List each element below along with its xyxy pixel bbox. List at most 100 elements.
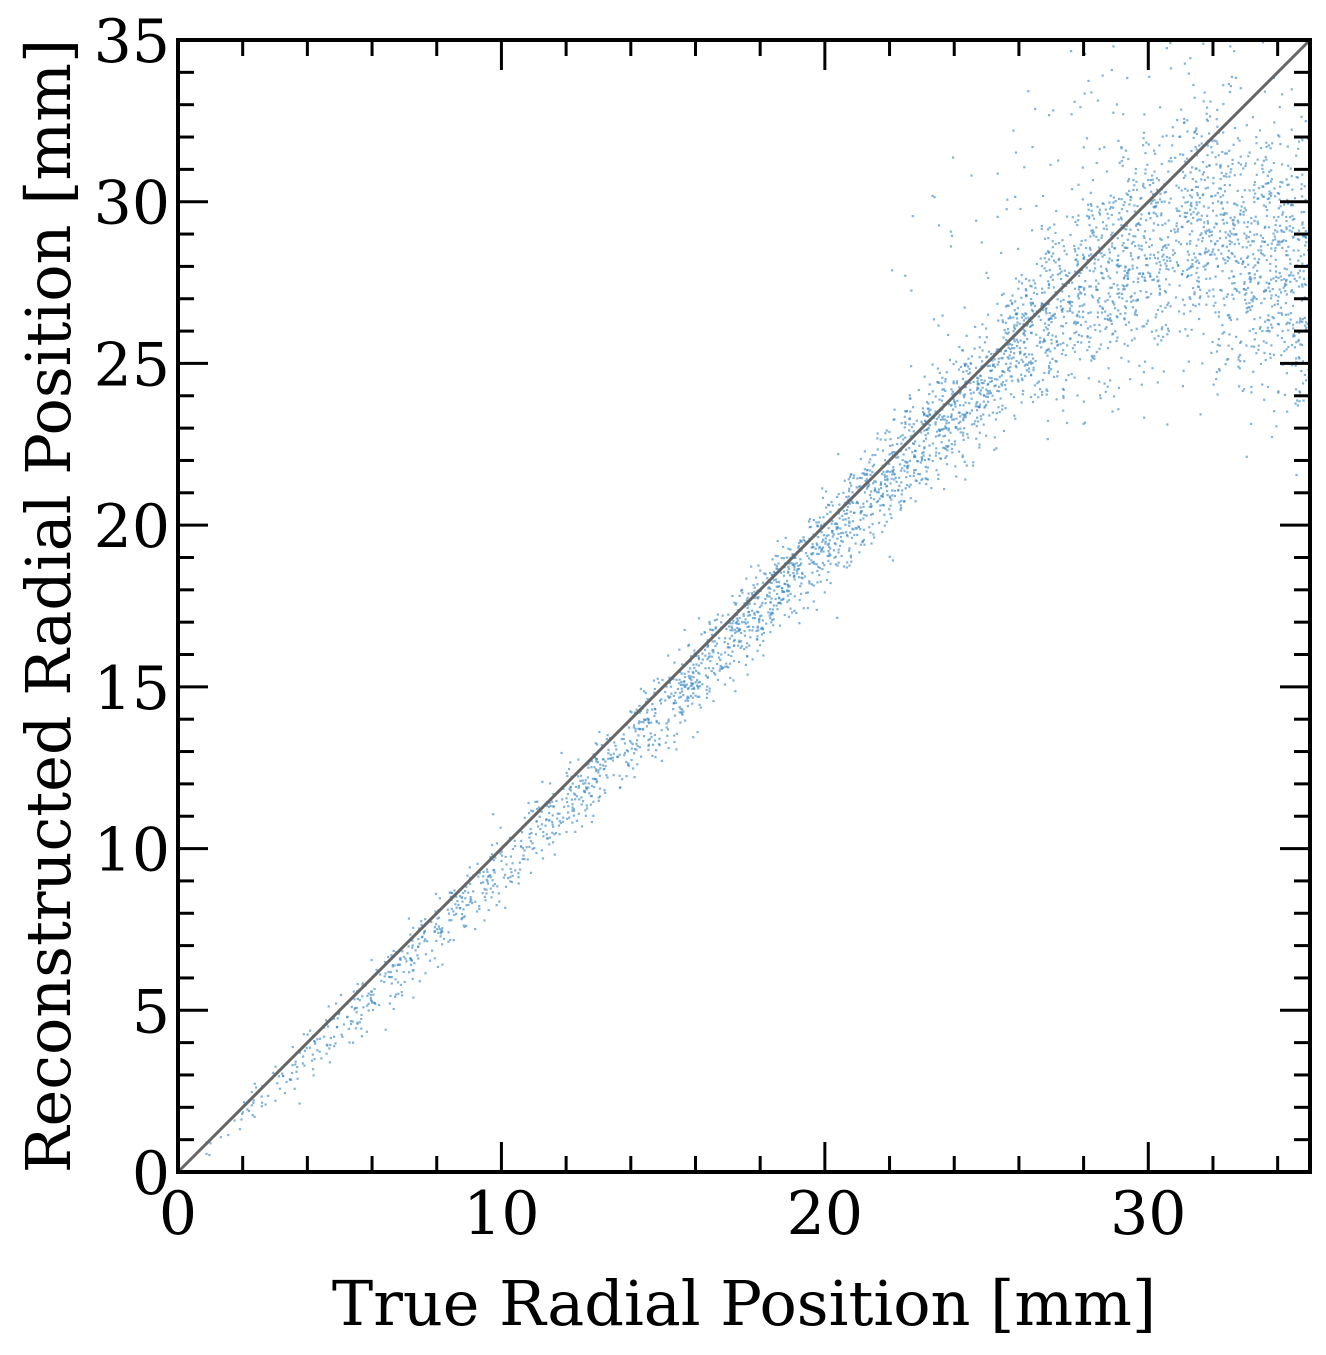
data-point — [1065, 322, 1068, 325]
data-point — [926, 428, 929, 431]
data-point — [1022, 389, 1025, 392]
data-point — [318, 1037, 322, 1040]
data-point — [682, 710, 685, 713]
data-point — [1007, 317, 1010, 320]
data-point — [1137, 228, 1140, 231]
data-point — [1236, 219, 1239, 222]
data-point — [961, 349, 964, 352]
data-point — [567, 767, 571, 771]
data-point — [1096, 205, 1099, 208]
data-point — [1298, 321, 1301, 324]
data-point — [1162, 253, 1165, 256]
data-point — [1062, 315, 1065, 318]
data-point — [1248, 277, 1251, 280]
data-point — [1192, 303, 1195, 306]
data-point — [322, 1035, 326, 1038]
data-point — [373, 1001, 376, 1005]
data-point — [1289, 167, 1292, 170]
data-point — [993, 358, 996, 361]
data-point — [1250, 291, 1253, 294]
data-point — [1282, 211, 1285, 214]
data-point — [787, 584, 790, 587]
data-point — [1123, 305, 1126, 308]
data-point — [1196, 194, 1199, 197]
data-point — [1163, 191, 1166, 194]
data-point — [1175, 225, 1178, 228]
data-point — [517, 876, 520, 879]
data-point — [435, 923, 438, 926]
data-point — [250, 1104, 253, 1107]
data-point — [1062, 396, 1065, 400]
data-point — [1208, 132, 1211, 135]
data-point — [366, 1004, 369, 1007]
data-point — [1143, 186, 1146, 189]
data-point — [1224, 231, 1227, 234]
data-point — [890, 477, 893, 480]
data-point — [1056, 298, 1059, 301]
data-point — [1261, 330, 1264, 333]
data-point — [326, 1044, 329, 1047]
data-point — [876, 437, 879, 440]
data-point — [1169, 229, 1173, 232]
data-point — [756, 597, 760, 600]
data-point — [1281, 213, 1284, 216]
data-point — [1253, 273, 1256, 276]
data-point — [1224, 152, 1227, 155]
data-point — [1221, 324, 1224, 327]
data-point — [568, 787, 571, 791]
data-point — [1205, 292, 1209, 295]
data-point — [1130, 300, 1133, 303]
data-point — [1260, 245, 1263, 248]
data-point — [1081, 166, 1084, 169]
data-point — [944, 448, 947, 451]
data-point — [860, 510, 863, 513]
data-point — [1111, 231, 1114, 234]
data-point — [1149, 275, 1152, 278]
data-point — [1245, 246, 1248, 249]
data-point — [728, 622, 731, 625]
data-point — [285, 1080, 288, 1084]
data-point — [1256, 197, 1259, 200]
data-point — [1196, 192, 1199, 195]
data-point — [986, 383, 989, 386]
data-point — [397, 992, 400, 995]
data-point — [846, 508, 849, 512]
data-point — [834, 563, 837, 566]
data-point — [870, 542, 873, 545]
data-point — [1065, 421, 1069, 425]
data-point — [1252, 189, 1255, 192]
data-point — [656, 677, 659, 680]
data-point — [1047, 280, 1050, 283]
data-point — [1247, 255, 1250, 258]
data-point — [589, 795, 592, 798]
data-point — [1265, 214, 1268, 218]
data-point — [646, 711, 649, 714]
data-point — [964, 416, 967, 419]
data-point — [1030, 320, 1033, 324]
data-point — [1066, 344, 1069, 347]
data-point — [1268, 201, 1271, 204]
data-point — [462, 908, 465, 911]
data-point — [1188, 233, 1191, 236]
data-point — [672, 708, 675, 711]
y-tick-label: 35 — [94, 7, 170, 77]
data-point — [1139, 217, 1142, 220]
data-point — [1225, 152, 1228, 155]
data-point — [555, 799, 558, 802]
data-point — [1281, 330, 1284, 333]
data-point — [1076, 394, 1079, 397]
data-point — [994, 418, 997, 421]
data-point — [1080, 239, 1083, 243]
data-point — [1077, 183, 1080, 186]
data-point — [241, 1111, 245, 1114]
data-point — [1279, 205, 1282, 208]
data-point — [418, 980, 421, 983]
data-point — [1232, 202, 1236, 205]
data-point — [1183, 160, 1187, 163]
data-point — [1062, 349, 1065, 352]
data-point — [1271, 305, 1274, 308]
data-point — [946, 415, 949, 418]
data-point — [1297, 356, 1300, 359]
data-point — [683, 685, 686, 688]
data-point — [1099, 305, 1102, 308]
